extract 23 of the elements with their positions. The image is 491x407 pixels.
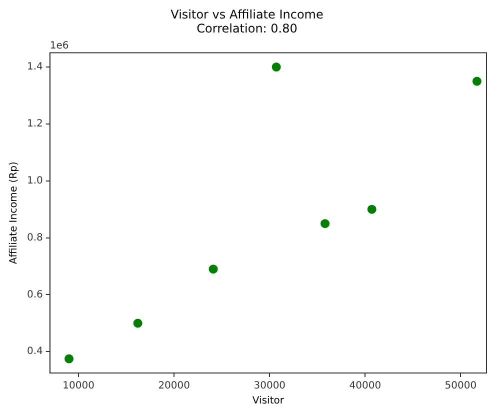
x-tick-label: 20000 — [158, 380, 190, 392]
y-tick-label: 1.4 — [26, 62, 43, 73]
x-tick-label: 30000 — [254, 380, 286, 392]
y-tick-label: 1.0 — [26, 175, 43, 186]
y-tick-label: 1.2 — [26, 118, 43, 130]
text: 1e6 — [50, 40, 69, 52]
y-tick-label: 0.8 — [26, 232, 43, 244]
chart-title: Visitor vs Affiliate Income — [170, 7, 324, 22]
point — [208, 264, 218, 274]
y-tick-label: 0.6 — [26, 289, 43, 300]
point — [133, 318, 142, 328]
y-axis-title: Affiliate Income (Rp) — [8, 162, 20, 264]
x-tick-label: 40000 — [349, 380, 382, 392]
x-axis-title: Visitor — [252, 396, 285, 407]
x-tick-label: 50000 — [444, 380, 477, 392]
chart-subtitle: Correlation: 0.80 — [196, 22, 298, 36]
point — [272, 62, 281, 72]
y-tick-label: 0.4 — [26, 346, 43, 358]
point — [320, 219, 330, 228]
point — [472, 76, 482, 86]
x-tick-label: 10000 — [62, 380, 94, 392]
point — [367, 204, 376, 214]
point — [64, 354, 74, 364]
